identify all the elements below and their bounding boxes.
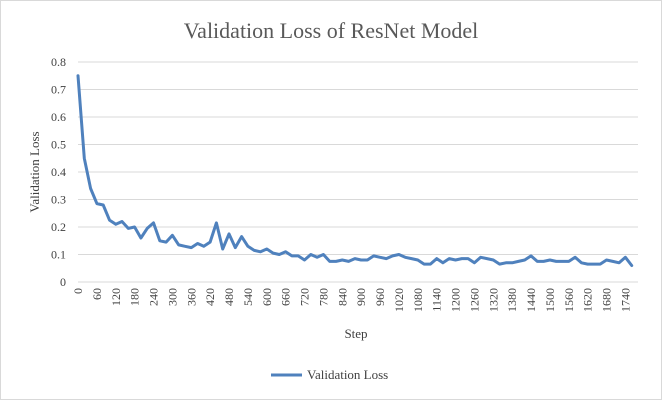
series-line-validation-loss: [76, 74, 634, 267]
x-tick-label: 1440: [524, 288, 538, 312]
y-tick-label: 0.3: [51, 193, 66, 207]
x-tick-label: 600: [260, 288, 274, 306]
legend-label: Validation Loss: [307, 367, 388, 382]
y-tick-labels: 0 0.1 0.2 0.3 0.4 0.5 0.6 0.7 0.8: [51, 55, 66, 289]
x-tick-label: 60: [90, 288, 104, 300]
y-tick-label: 0.6: [51, 110, 66, 124]
y-tick-label: 0: [60, 275, 66, 289]
x-tick-label: 1140: [430, 288, 444, 312]
chart-title: Validation Loss of ResNet Model: [184, 18, 479, 43]
x-tick-label: 1080: [411, 288, 425, 312]
legend: Validation Loss: [271, 367, 388, 382]
x-tick-label: 240: [147, 288, 161, 306]
y-tick-label: 0.1: [51, 248, 66, 262]
x-tick-label: 1560: [562, 288, 576, 312]
x-tick-label: 1680: [600, 288, 614, 312]
x-tick-label: 1740: [618, 288, 632, 312]
x-tick-label: 300: [165, 288, 179, 306]
x-tick-label: 540: [241, 288, 255, 306]
y-tick-label: 0.4: [51, 165, 66, 179]
y-tick-label: 0.7: [51, 83, 66, 97]
x-tick-label: 840: [335, 288, 349, 306]
y-tick-label: 0.8: [51, 55, 66, 69]
x-tick-label: 1500: [543, 288, 557, 312]
x-tick-label: 1620: [581, 288, 595, 312]
y-tick-label: 0.2: [51, 220, 66, 234]
x-tick-label: 0: [71, 288, 85, 294]
y-axis-title: Validation Loss: [27, 131, 42, 212]
x-axis-title: Step: [344, 326, 367, 341]
x-tick-label: 120: [109, 288, 123, 306]
x-tick-label: 960: [373, 288, 387, 306]
x-tick-label: 780: [316, 288, 330, 306]
x-tick-label: 420: [203, 288, 217, 306]
x-tick-label: 1380: [505, 288, 519, 312]
x-tick-label: 720: [298, 288, 312, 306]
x-tick-label: 660: [279, 288, 293, 306]
x-tick-label: 360: [184, 288, 198, 306]
x-tick-label: 900: [354, 288, 368, 306]
x-tick-label: 1320: [486, 288, 500, 312]
gridlines: [78, 61, 638, 255]
x-tick-label: 1260: [467, 288, 481, 312]
y-tick-label: 0.5: [51, 138, 66, 152]
x-tick-labels: 0 60 120 180 240 300 360 420 480 540 600 660 720 780 8…: [71, 288, 632, 312]
x-tick-label: 1020: [392, 288, 406, 312]
x-tick-label: 480: [222, 288, 236, 306]
x-tick-label: 1200: [449, 288, 463, 312]
x-tick-label: 180: [128, 288, 142, 306]
